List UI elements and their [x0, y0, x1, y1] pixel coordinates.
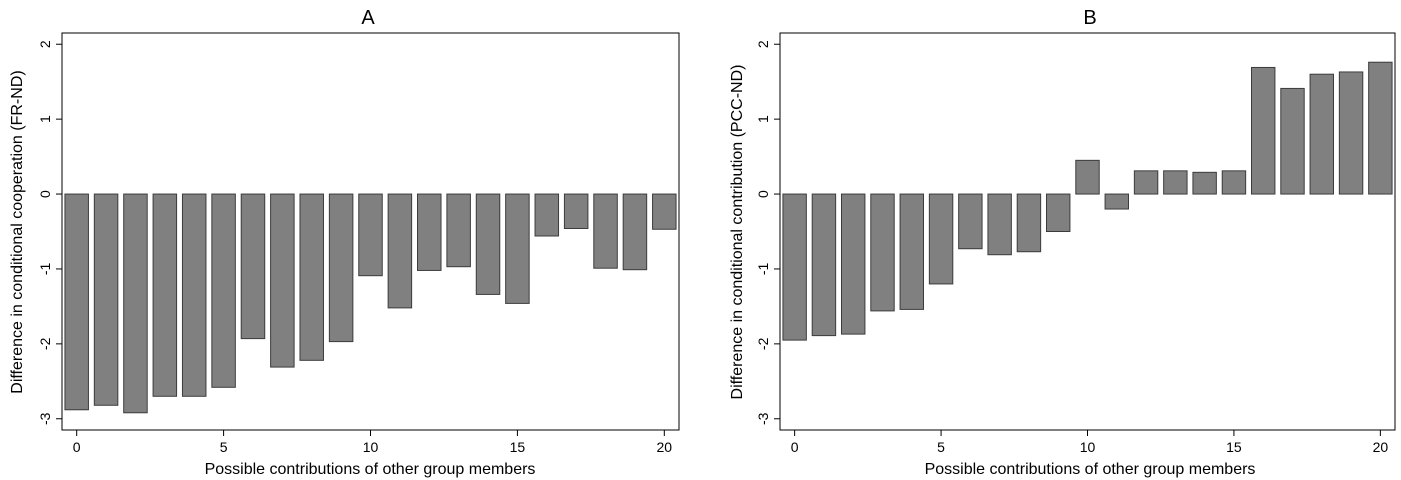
x-tick-label: 10 [363, 439, 379, 455]
bar [534, 193, 560, 237]
bar [1163, 170, 1188, 195]
bar [928, 193, 954, 285]
bar [387, 193, 413, 309]
x-axis-label: Possible contributions of other group me… [925, 461, 1256, 478]
bar [1075, 159, 1100, 195]
x-tick-label: 0 [791, 439, 799, 455]
bar [417, 193, 442, 271]
bar [987, 193, 1012, 256]
bar [593, 193, 618, 269]
bar [1104, 193, 1129, 210]
y-tick-label: 1 [755, 115, 771, 123]
bar [211, 193, 236, 388]
bar [446, 193, 471, 268]
y-tick-label: -3 [37, 412, 53, 425]
bar [505, 193, 530, 304]
x-tick-label: 15 [1226, 439, 1242, 455]
bar [123, 193, 148, 414]
bar [1192, 171, 1217, 195]
bar [358, 193, 383, 277]
bar [899, 193, 924, 310]
x-tick-label: 20 [1373, 439, 1389, 455]
y-axis-label: Difference in conditional contribution (… [729, 65, 746, 400]
y-tick-label: -3 [755, 412, 771, 425]
y-tick-label: 2 [755, 40, 771, 48]
x-tick-label: 10 [1080, 439, 1096, 455]
bar [1133, 170, 1159, 195]
chart-title: B [1083, 7, 1096, 29]
y-tick-label: -2 [37, 337, 53, 350]
bar [240, 193, 266, 340]
x-tick-label: 15 [510, 439, 526, 455]
y-tick-label: -1 [37, 263, 53, 276]
bar [64, 193, 89, 411]
bar [958, 193, 983, 250]
x-axis-label: Possible contributions of other group me… [205, 461, 536, 478]
bar [181, 193, 207, 397]
y-tick-label: -2 [755, 337, 771, 350]
y-tick-label: 2 [37, 40, 53, 48]
bar [870, 193, 895, 312]
x-tick-label: 0 [73, 439, 81, 455]
y-tick-label: 0 [37, 190, 53, 198]
bar [270, 193, 295, 368]
bar [1368, 61, 1393, 195]
bar [299, 193, 324, 361]
bar [152, 193, 178, 397]
bar [563, 193, 589, 230]
bar [328, 193, 354, 343]
y-tick-label: -1 [755, 263, 771, 276]
x-tick-label: 5 [220, 439, 228, 455]
chart-title: A [361, 7, 375, 29]
y-axis-label: Difference in conditional cooperation (F… [9, 70, 26, 393]
panel-a: A Possible contributions of other group m… [9, 7, 680, 478]
bar [1221, 170, 1247, 195]
panel-b: B Possible contributions of other group m… [729, 7, 1396, 478]
bar [622, 193, 648, 271]
y-tick-label: 0 [755, 190, 771, 198]
bar [652, 193, 677, 230]
bar [841, 193, 866, 335]
bar [1251, 66, 1276, 195]
bar [1338, 71, 1364, 195]
bar [1046, 193, 1071, 232]
bar [811, 193, 837, 337]
x-tick-label: 20 [657, 439, 673, 455]
bar [1016, 193, 1042, 253]
y-tick-label: 1 [37, 115, 53, 123]
bar [93, 193, 119, 406]
x-tick-label: 5 [937, 439, 945, 455]
bar [1280, 87, 1305, 195]
bar [475, 193, 501, 295]
bar [782, 193, 807, 341]
bar [1309, 73, 1334, 195]
